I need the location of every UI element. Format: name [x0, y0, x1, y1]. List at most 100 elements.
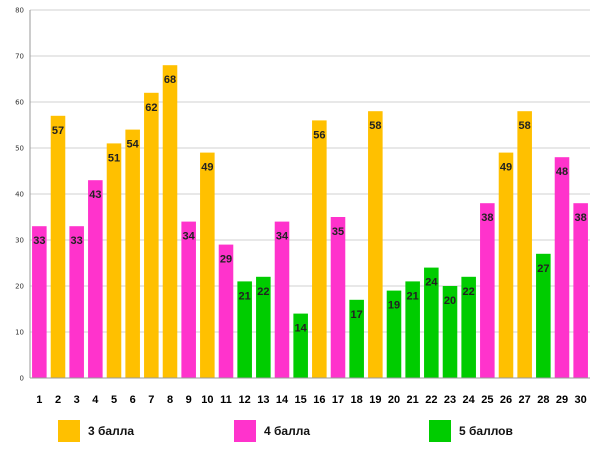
data-label-23: 20	[444, 295, 456, 307]
legend-swatch-5-ballov	[429, 420, 451, 442]
legend-item-4-balla: 4 балла	[234, 420, 310, 442]
data-label-20: 19	[388, 300, 400, 312]
bar-2	[50, 115, 66, 379]
data-labels: 33 57 33 43 51 54 62 68 34 49 29 21 22 34 14 56 35 17 58 19…	[33, 74, 587, 334]
data-label-10: 49	[201, 162, 213, 174]
bar-21	[405, 281, 420, 378]
x-tick-label-5: 5	[111, 394, 117, 406]
bar-11	[218, 244, 234, 378]
y-tick-label: 80	[15, 7, 24, 15]
bar-30	[573, 203, 588, 378]
y-tick-labels: 0 10 20 30 40 50 60 70 80	[15, 7, 24, 383]
bar-27	[517, 111, 532, 378]
bar-12	[237, 281, 252, 378]
data-label-3: 33	[71, 235, 83, 247]
y-tick-label: 70	[15, 53, 24, 61]
y-tick-label: 0	[20, 375, 24, 383]
data-label-9: 34	[183, 231, 196, 243]
bar-26	[498, 152, 514, 378]
data-label-16: 56	[313, 129, 325, 141]
legend-item-3-balla: 3 балла	[58, 420, 134, 442]
x-tick-label-10: 10	[201, 394, 213, 406]
legend-swatch-3-balla	[58, 420, 80, 442]
data-label-24: 22	[463, 286, 475, 298]
bar-15	[293, 313, 308, 378]
data-label-5: 51	[108, 152, 120, 164]
data-label-14: 34	[276, 231, 289, 243]
data-label-15: 14	[295, 323, 308, 335]
data-label-30: 38	[575, 212, 587, 224]
bar-5	[106, 143, 122, 378]
data-label-18: 17	[351, 309, 363, 321]
bar-22	[424, 267, 439, 378]
x-tick-label-3: 3	[74, 394, 80, 406]
x-tick-label-28: 28	[537, 394, 549, 406]
data-label-29: 48	[556, 166, 568, 178]
data-label-6: 54	[127, 139, 140, 151]
data-label-19: 58	[369, 120, 381, 132]
data-label-28: 27	[537, 263, 549, 275]
bar-6	[125, 129, 140, 378]
data-label-4: 43	[89, 189, 101, 201]
x-tick-label-21: 21	[407, 394, 419, 406]
x-tick-label-9: 9	[186, 394, 192, 406]
bar-3	[69, 226, 84, 378]
x-tick-label-27: 27	[519, 394, 531, 406]
bar-18	[349, 299, 364, 378]
bar-7	[144, 92, 159, 379]
bar-28	[536, 253, 551, 378]
x-tick-label-1: 1	[36, 394, 42, 406]
data-label-17: 35	[332, 226, 344, 238]
legend-item-5-ballov: 5 баллов	[429, 420, 513, 442]
x-tick-label-29: 29	[556, 394, 568, 406]
x-tick-label-4: 4	[92, 394, 99, 406]
data-label-2: 57	[52, 125, 64, 137]
x-tick-label-24: 24	[463, 394, 476, 406]
x-tick-label-16: 16	[313, 394, 325, 406]
data-label-11: 29	[220, 254, 232, 266]
data-label-7: 62	[145, 102, 157, 114]
x-tick-label-20: 20	[388, 394, 400, 406]
bar-17	[330, 217, 346, 378]
x-tick-label-23: 23	[444, 394, 456, 406]
x-tick-label-8: 8	[167, 394, 173, 406]
data-label-1: 33	[33, 235, 45, 247]
data-label-26: 49	[500, 162, 512, 174]
x-tick-label-14: 14	[276, 394, 289, 406]
x-tick-label-18: 18	[351, 394, 363, 406]
data-label-22: 24	[425, 277, 438, 289]
bar-16	[312, 120, 327, 379]
y-tick-label: 30	[15, 237, 24, 245]
y-tick-label: 40	[15, 191, 24, 199]
data-label-13: 22	[257, 286, 269, 298]
bar-29	[554, 157, 570, 378]
x-tick-label-6: 6	[130, 394, 136, 406]
bar-23	[442, 286, 458, 378]
y-tick-label: 60	[15, 99, 24, 107]
gridlines	[30, 9, 590, 333]
bar-24	[461, 276, 476, 378]
data-label-27: 58	[519, 120, 531, 132]
data-label-12: 21	[239, 290, 251, 302]
x-tick-label-2: 2	[55, 394, 61, 406]
y-tick-label: 50	[15, 145, 24, 153]
x-tick-label-19: 19	[369, 394, 381, 406]
data-label-8: 68	[164, 74, 176, 86]
legend-swatch-4-balla	[234, 420, 256, 442]
bar-14	[274, 221, 290, 378]
x-tick-label-30: 30	[575, 394, 587, 406]
x-tick-label-13: 13	[257, 394, 269, 406]
x-tick-label-15: 15	[295, 394, 307, 406]
bars	[32, 65, 588, 379]
x-tick-label-26: 26	[500, 394, 512, 406]
bar-19	[368, 111, 383, 378]
legend-label-4-balla: 4 балла	[264, 424, 311, 438]
data-label-21: 21	[407, 290, 419, 302]
bar-25	[480, 203, 495, 378]
x-tick-labels: 1 2 3 4 5 6 7 8 9 10 11 12 13 14 15 16 17 18 19 20 21 22 23 24 2…	[36, 394, 587, 406]
x-tick-label-11: 11	[220, 394, 232, 406]
legend-label-5-ballov: 5 баллов	[459, 424, 513, 438]
x-tick-label-22: 22	[425, 394, 437, 406]
x-tick-label-25: 25	[481, 394, 493, 406]
